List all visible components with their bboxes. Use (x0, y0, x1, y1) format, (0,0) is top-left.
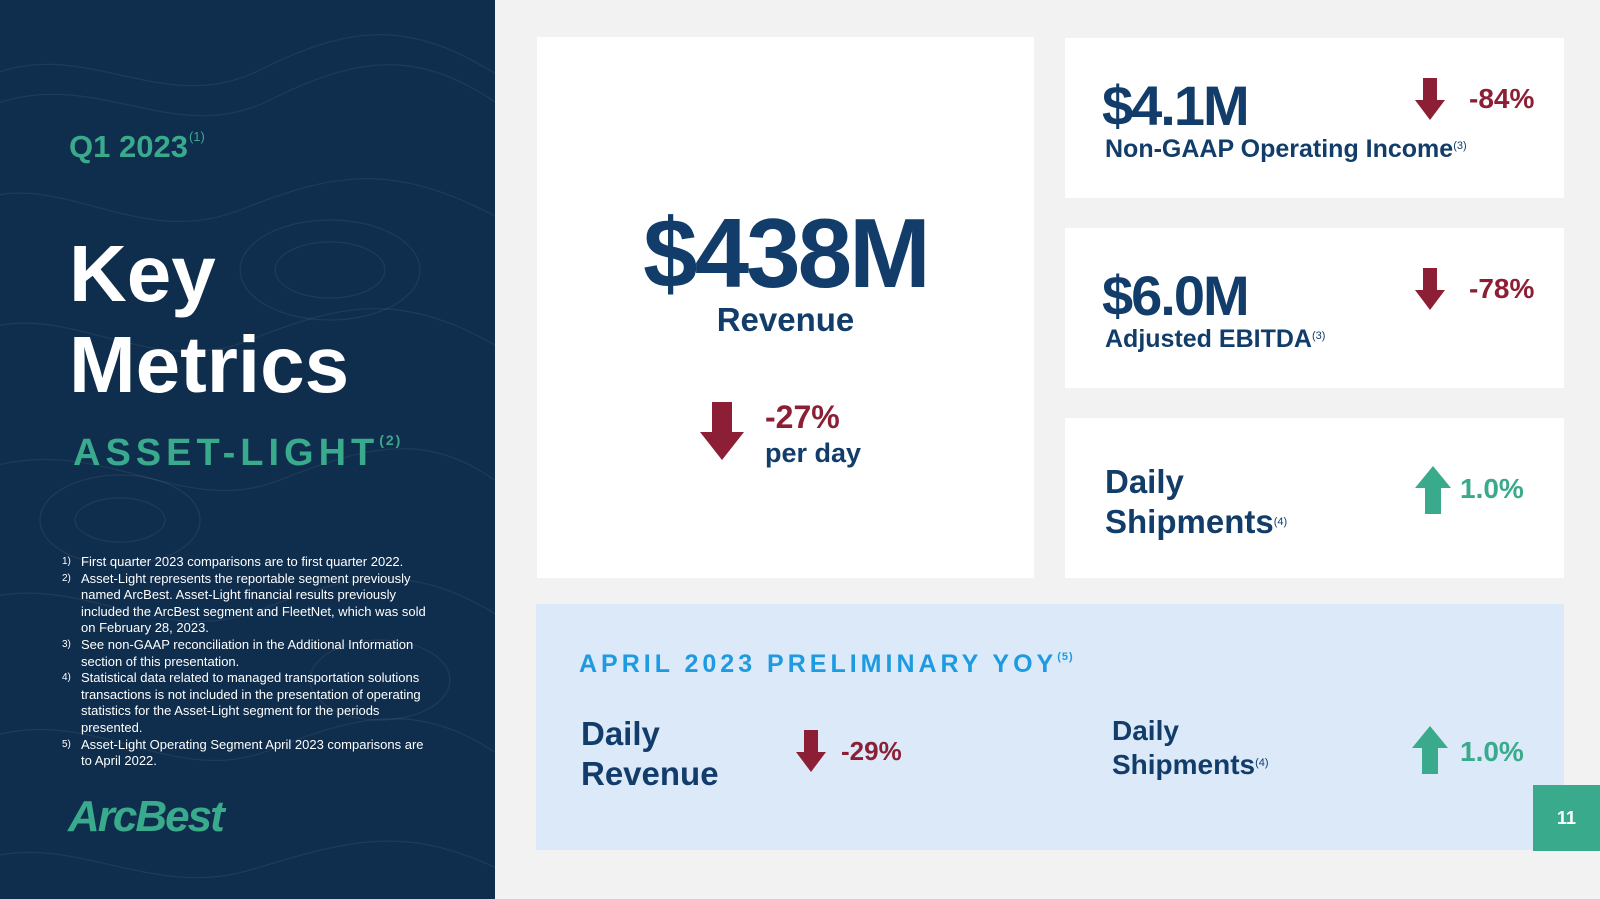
footnote-number: 5) (62, 738, 71, 750)
prelim-daily-shipments-change: 1.0% (1460, 736, 1524, 767)
left-panel: Q1 2023(1) Key Metrics ASSET-LIGHT(2) 1)… (0, 0, 495, 899)
adjusted-ebitda-value: $6.0M (1102, 264, 1250, 327)
up-arrow-icon (1412, 726, 1448, 774)
prelim-daily-shipments-label-line-2: Shipments (1112, 749, 1256, 780)
segment-label: ASSET-LIGHT(2) (73, 432, 402, 475)
footnote-text: Statistical data related to managed tran… (81, 670, 421, 735)
arcbest-logo: ArcBest (68, 792, 225, 841)
daily-shipments-footnote-ref: (4) (1273, 516, 1288, 528)
operating-income-card: $4.1M Non-GAAP Operating Income(3) -84% (1065, 38, 1564, 198)
daily-revenue-label-line-2: Revenue (581, 755, 719, 792)
daily-revenue-change: -29% (841, 736, 902, 766)
adjusted-ebitda-change: -78% (1469, 273, 1535, 304)
footnote-item: 3) See non-GAAP reconciliation in the Add… (62, 637, 437, 670)
operating-income-label: Non-GAAP Operating Income(3) (1105, 135, 1467, 164)
footnote-number: 3) (62, 638, 71, 650)
adjusted-ebitda-label-text: Adjusted EBITDA (1105, 325, 1312, 353)
footnote-item: 1) First quarter 2023 comparisons are to … (62, 554, 437, 571)
revenue-change-value: -27% (765, 399, 840, 435)
down-arrow-icon (1415, 78, 1445, 120)
adjusted-ebitda-card: $6.0M Adjusted EBITDA(3) -78% (1065, 228, 1564, 388)
title-line-2: Metrics (69, 320, 350, 409)
down-arrow-icon (796, 730, 826, 772)
quarter-text: Q1 2023 (69, 129, 188, 164)
footnote-text: Asset-Light Operating Segment April 2023… (81, 736, 424, 769)
footnote-number: 2) (62, 572, 71, 584)
footnote-number: 1) (62, 556, 71, 567)
footnote-text: Asset-Light represents the reportable se… (81, 570, 426, 636)
segment-footnote-ref: (2) (379, 432, 403, 448)
revenue-label: Revenue (716, 301, 855, 338)
prelim-daily-shipments-footnote-ref: (4) (1255, 757, 1269, 769)
preliminary-panel: APRIL 2023 PRELIMINARY YOY(5) Daily Reve… (536, 604, 1564, 850)
daily-shipments-label-line-2: Shipments (1105, 503, 1274, 540)
operating-income-footnote-ref: (3) (1453, 140, 1467, 152)
footnote-text: First quarter 2023 comparisons are to fi… (81, 554, 404, 569)
daily-shipments-change: 1.0% (1460, 473, 1524, 504)
up-arrow-icon (1415, 466, 1451, 514)
daily-shipments-label: Daily Shipments(4) (1105, 462, 1287, 542)
operating-income-value: $4.1M (1102, 74, 1250, 137)
operating-income-label-text: Non-GAAP Operating Income (1105, 135, 1454, 163)
daily-shipments-label-line-1: Daily (1105, 463, 1184, 500)
quarter-label: Q1 2023(1) (69, 129, 205, 165)
page-number: 11 (1533, 785, 1600, 851)
prelim-daily-shipments-label: Daily Shipments(4) (1112, 714, 1269, 781)
adjusted-ebitda-footnote-ref: (3) (1311, 330, 1326, 342)
adjusted-ebitda-label: Adjusted EBITDA(3) (1105, 325, 1325, 354)
footnote-item: 4) Statistical data related to managed tr… (62, 670, 437, 736)
daily-revenue-label-line-1: Daily (581, 715, 660, 752)
footnote-item: 2) Asset-Light represents the reportable … (62, 571, 437, 637)
preliminary-heading-text: APRIL 2023 PRELIMINARY YOY (579, 650, 1058, 678)
footnotes-list: 1) First quarter 2023 comparisons are to … (62, 554, 437, 770)
title-line-1: Key (69, 229, 216, 318)
daily-revenue-label: Daily Revenue (581, 714, 719, 794)
down-arrow-icon (1415, 268, 1445, 310)
preliminary-heading: APRIL 2023 PRELIMINARY YOY(5) (579, 650, 1074, 679)
page-title: Key Metrics (69, 228, 349, 410)
segment-text: ASSET-LIGHT (73, 432, 380, 474)
operating-income-change: -84% (1469, 83, 1535, 114)
down-arrow-icon (700, 402, 744, 460)
revenue-change: -27% per day (765, 399, 861, 471)
revenue-card: $438M Revenue -27% per day (537, 37, 1034, 578)
revenue-change-unit: per day (765, 438, 862, 468)
prelim-daily-shipments-label-line-1: Daily (1112, 715, 1179, 746)
footnote-number: 4) (62, 672, 71, 684)
footnote-item: 5) Asset-Light Operating Segment April 20… (62, 737, 437, 770)
topographic-background-pattern (0, 34, 495, 879)
footnote-text: See non-GAAP reconciliation in the Addit… (81, 636, 414, 669)
revenue-value: $438M (643, 198, 931, 308)
quarter-footnote-ref: (1) (188, 129, 205, 144)
preliminary-footnote-ref: (5) (1057, 651, 1074, 663)
daily-shipments-card: Daily Shipments(4) 1.0% (1065, 418, 1564, 578)
